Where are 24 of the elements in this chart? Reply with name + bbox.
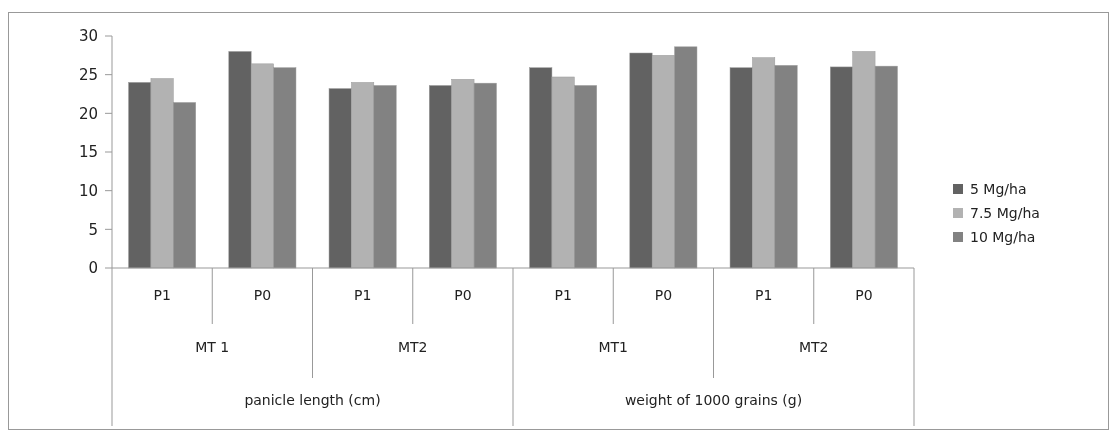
x-tick-label: P1 bbox=[353, 287, 372, 303]
legend-label: 7.5 Mg/ha bbox=[970, 204, 1040, 221]
y-tick-label: 10 bbox=[78, 181, 98, 200]
y-tick-label: 5 bbox=[88, 220, 98, 239]
x-tick-label: P0 bbox=[253, 287, 272, 303]
y-tick-label: 20 bbox=[78, 104, 98, 123]
x-tick-label: P0 bbox=[855, 287, 873, 303]
x-tick-label: P1 bbox=[153, 287, 171, 303]
x-tick-label: P0 bbox=[454, 287, 472, 303]
x-tick-label: P1 bbox=[554, 287, 572, 303]
text: MT2 bbox=[798, 339, 829, 355]
x-tick-label: P1 bbox=[754, 287, 773, 303]
y-tick-label: 30 bbox=[78, 27, 98, 46]
text: MT 1 bbox=[195, 339, 230, 355]
text: panicle length (cm) bbox=[244, 392, 381, 408]
legend-label: 10 Mg/ha bbox=[970, 228, 1036, 245]
legend-label: 5 Mg/ha bbox=[970, 180, 1027, 197]
text: MT1 bbox=[598, 339, 629, 355]
text: MT2 bbox=[397, 339, 428, 355]
x-tick-label: P0 bbox=[654, 287, 673, 303]
y-tick-label: 0 bbox=[88, 259, 98, 278]
text: weight of 1000 grains (g) bbox=[624, 392, 803, 408]
y-tick-label: 25 bbox=[78, 65, 98, 84]
y-tick-label: 15 bbox=[78, 143, 98, 162]
